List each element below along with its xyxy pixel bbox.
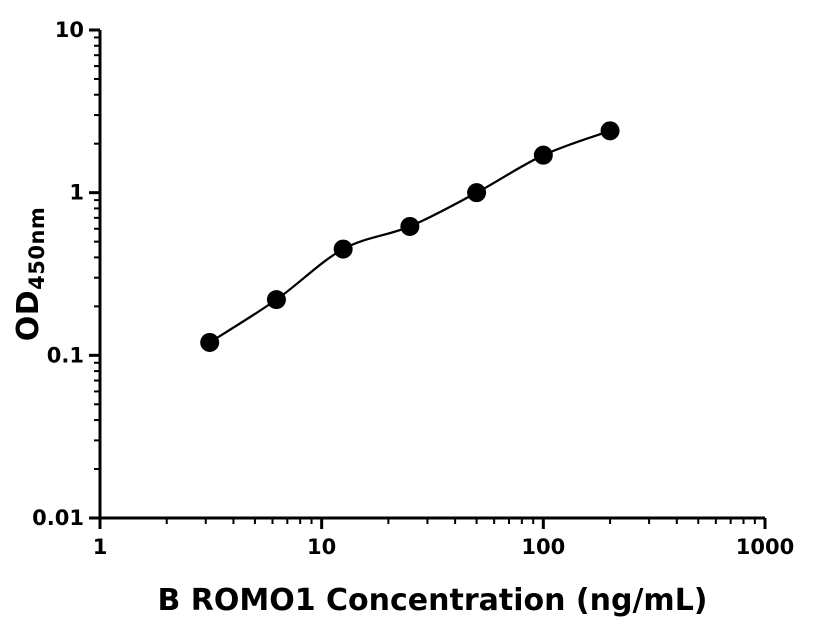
y-axis-title-subscript: 450nm — [25, 206, 49, 290]
x-tick-label: 10 — [307, 535, 336, 559]
data-point — [467, 183, 487, 203]
x-tick-label: 100 — [521, 535, 565, 559]
y-tick-label: 0.1 — [47, 343, 84, 367]
y-tick-label: 10 — [55, 18, 84, 42]
y-tick-label: 0.01 — [32, 506, 84, 530]
x-tick-label: 1000 — [736, 535, 794, 559]
data-point — [400, 216, 420, 236]
data-point — [600, 121, 620, 141]
data-point — [533, 145, 553, 165]
axes — [98, 30, 765, 520]
data-point — [200, 332, 220, 352]
data-point — [333, 239, 353, 259]
x-tick-label: 1 — [93, 535, 108, 559]
fit-curve — [209, 129, 611, 344]
y-axis-title: OD450nm — [11, 207, 49, 342]
data-point — [266, 290, 286, 310]
y-axis-title-main: OD — [11, 289, 46, 342]
y-tick-label: 1 — [69, 181, 84, 205]
x-axis-title: B ROMO1 Concentration (ng/mL) — [157, 583, 708, 618]
